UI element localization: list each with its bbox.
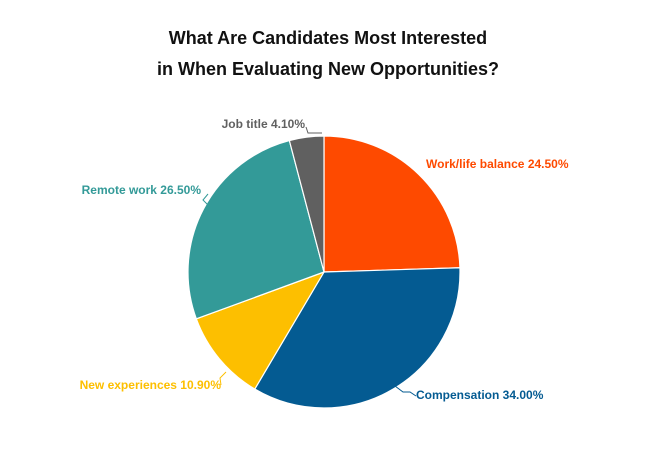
slice-label-job-title: Job title 4.10% — [222, 117, 306, 131]
pie-slice-remote-work — [187, 139, 325, 320]
pie-slice-new-experiences — [195, 270, 326, 390]
label-leader-lines — [202, 126, 417, 397]
leader-line-remote-work — [202, 193, 209, 206]
slice-label-new-experiences: New experiences 10.90% — [80, 378, 222, 392]
leader-line-compensation — [394, 385, 417, 397]
pie-slice-work-life-balance — [323, 135, 461, 273]
slice-label-compensation: Compensation 34.00% — [416, 388, 544, 402]
pie-slice-job-title — [288, 135, 325, 273]
slice-labels: Work/life balance 24.50% Compensation 34.… — [80, 117, 569, 402]
chart-title-line-2: in When Evaluating New Opportunities? — [157, 59, 499, 79]
slice-label-remote-work: Remote work 26.50% — [82, 183, 202, 197]
pie-slices — [187, 135, 461, 409]
chart-title-line-1: What Are Candidates Most Interested — [169, 28, 487, 48]
slice-label-work-life-balance: Work/life balance 24.50% — [426, 157, 569, 171]
leader-line-job-title — [305, 126, 322, 134]
leader-line-new-experiences — [219, 371, 227, 386]
